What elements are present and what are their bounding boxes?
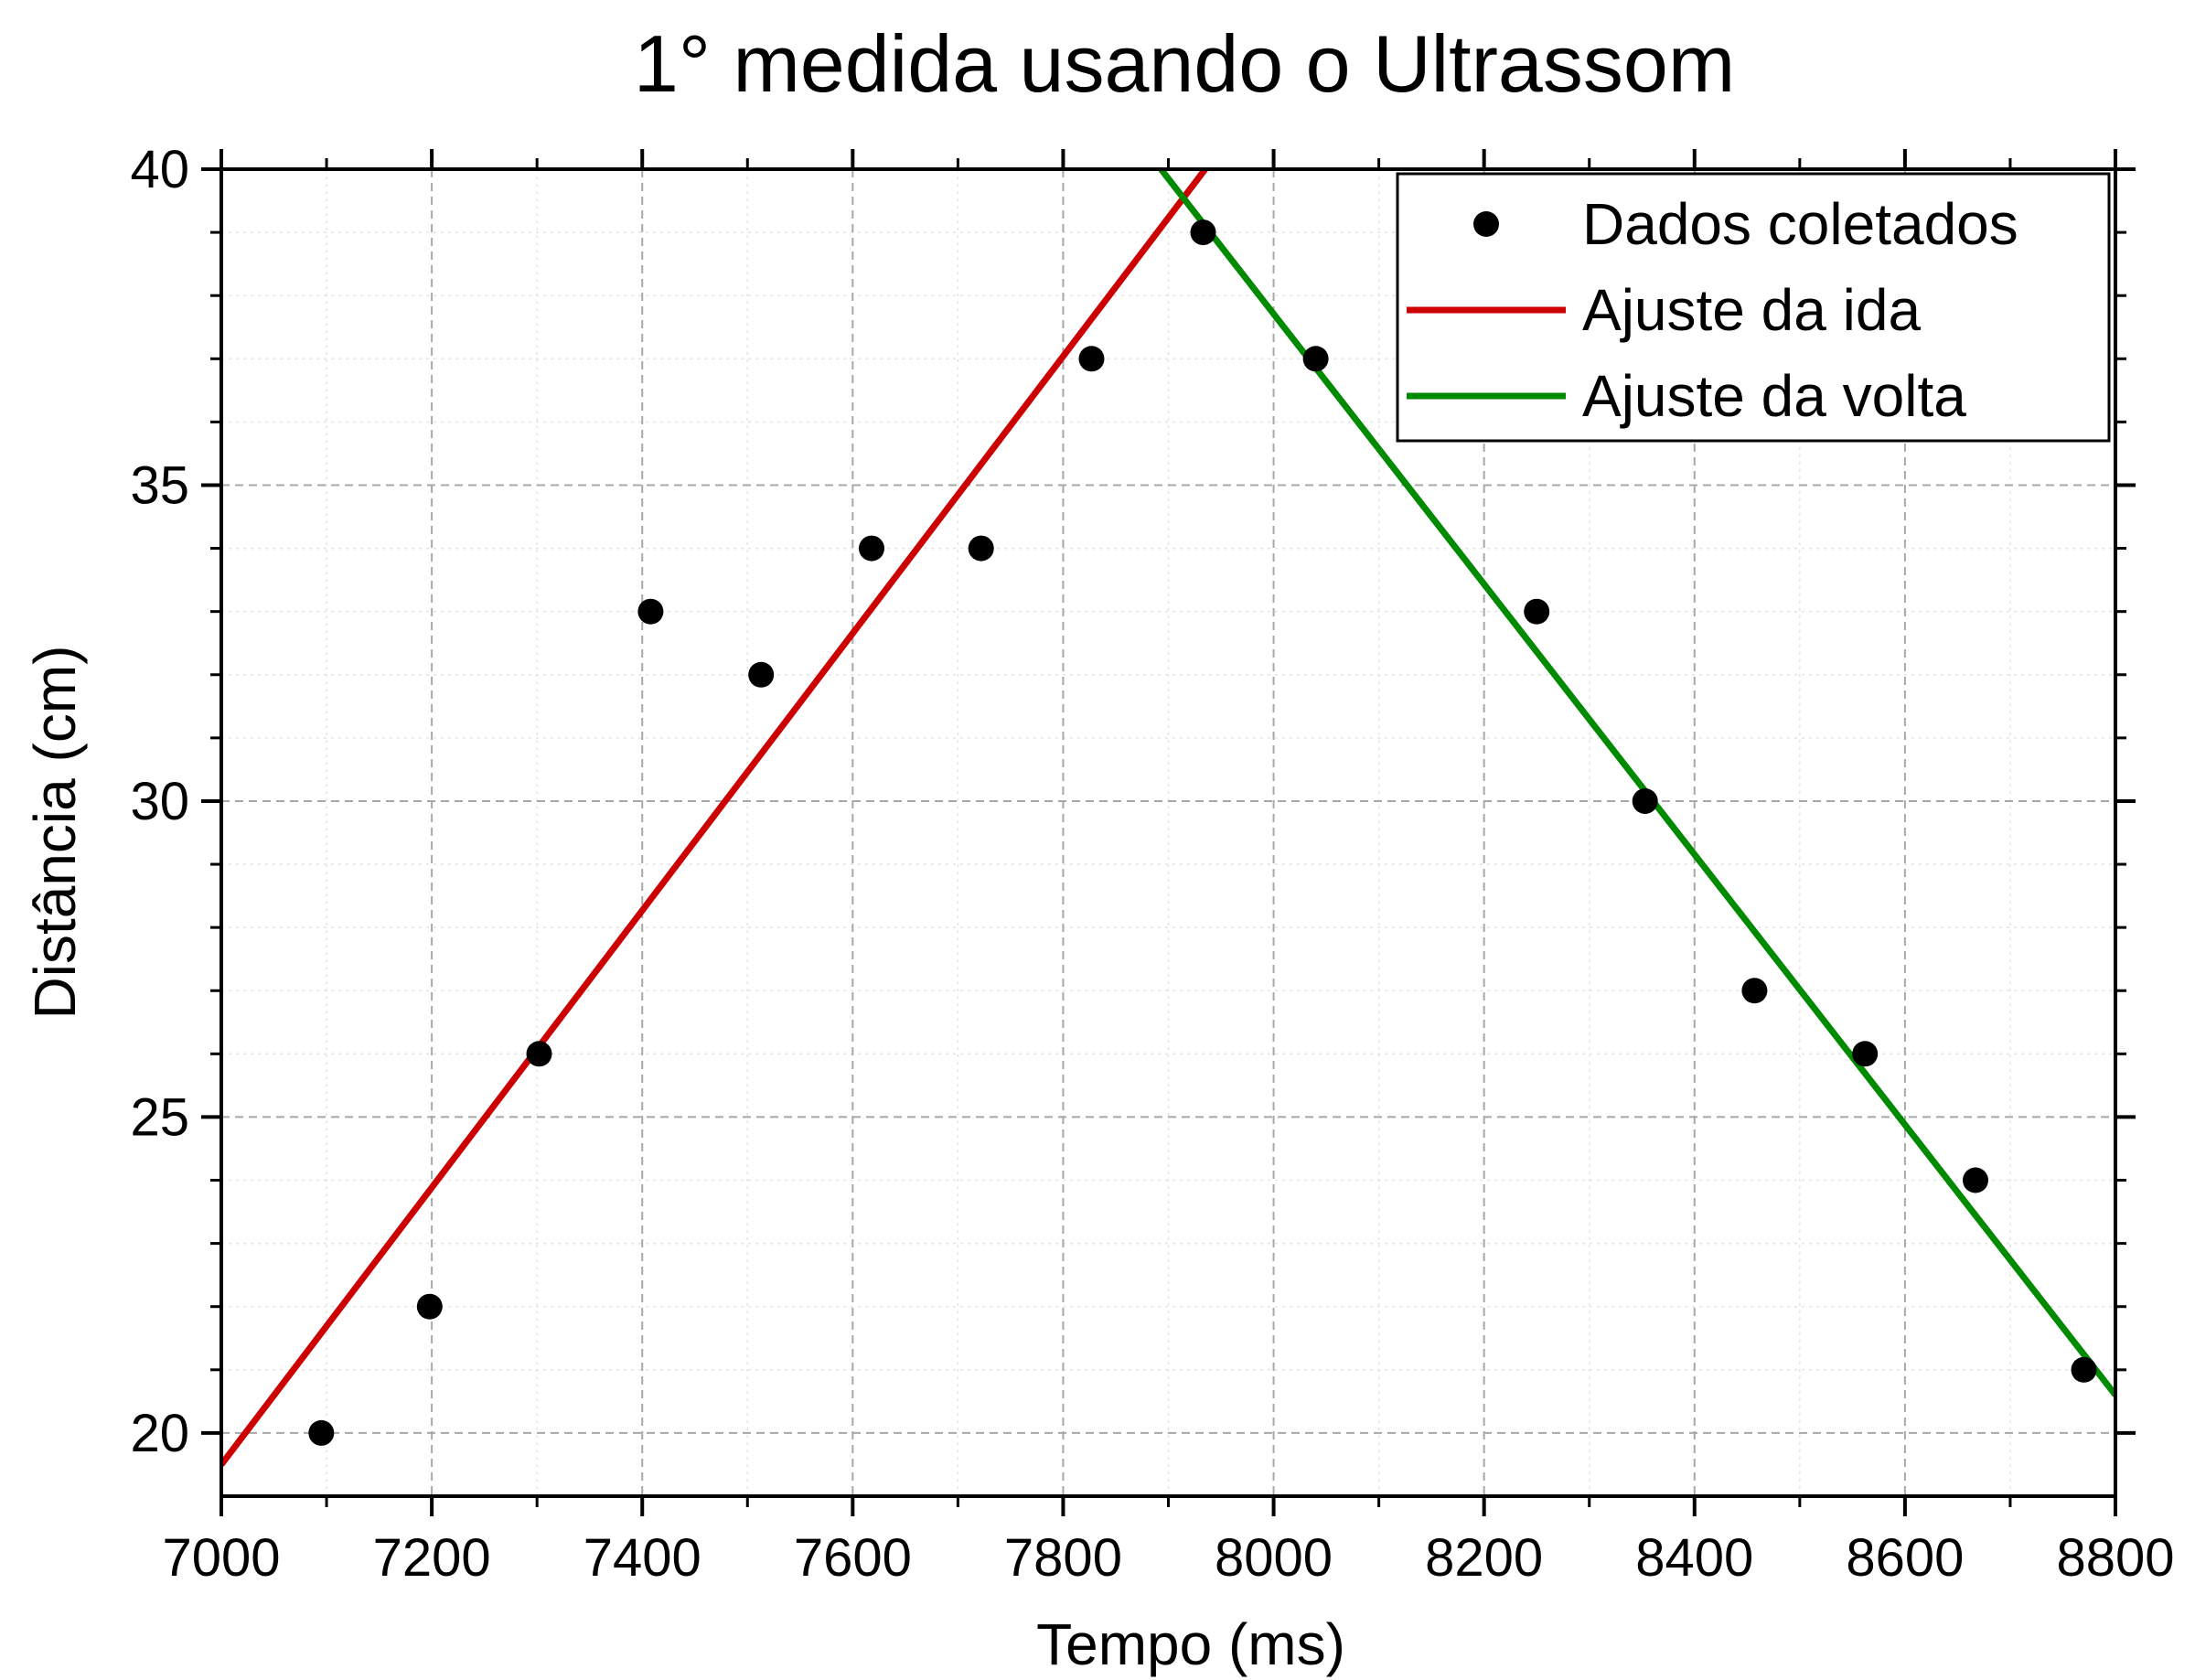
data-point <box>1078 346 1105 372</box>
tick-labels: 7000 7200 7400 7600 7800 8000 8200 8400 8600 8800… <box>130 140 2174 1588</box>
x-tick-label: 8400 <box>1635 1528 1753 1588</box>
x-tick-label: 7000 <box>162 1528 280 1588</box>
data-point <box>308 1419 335 1446</box>
y-tick-label: 20 <box>130 1404 189 1463</box>
data-point <box>1190 219 1216 246</box>
x-tick-label: 8200 <box>1425 1528 1543 1588</box>
legend-label-3: Ajuste da volta <box>1582 363 1966 429</box>
x-tick-label: 7800 <box>1004 1528 1122 1588</box>
data-point <box>748 661 775 688</box>
y-tick-label: 40 <box>130 140 189 199</box>
data-point <box>1632 788 1658 814</box>
x-tick-label: 8600 <box>1846 1528 1964 1588</box>
data-point <box>526 1041 552 1067</box>
y-tick-label: 30 <box>130 772 189 831</box>
data-point <box>1852 1041 1879 1067</box>
legend-label-1: Dados coletados <box>1582 191 2018 257</box>
data-point <box>968 535 994 562</box>
y-axis-label: Distância (cm) <box>22 646 88 1020</box>
y-tick-label: 35 <box>130 455 189 515</box>
legend-marker-1 <box>1473 211 1499 237</box>
data-point <box>1302 346 1329 372</box>
axes <box>201 149 2136 1516</box>
legend: Dados coletados Ajuste da ida Ajuste da vo… <box>1396 172 2111 443</box>
data-point <box>2071 1356 2097 1383</box>
grid <box>221 169 2115 1496</box>
fit-line-1 <box>221 167 1208 1467</box>
x-tick-label: 8800 <box>2056 1528 2174 1588</box>
fit-line-2 <box>1158 167 2115 1397</box>
legend-label-2: Ajuste da ida <box>1582 277 1921 343</box>
data-point <box>859 535 884 562</box>
x-tick-label: 7200 <box>373 1528 491 1588</box>
data-point <box>637 598 664 625</box>
fit-lines <box>221 167 2115 1467</box>
x-axis-label: Tempo (ms) <box>1036 1611 1345 1677</box>
chart-title: 1° medida usando o Ultrassom <box>634 18 1735 109</box>
x-tick-label: 7400 <box>584 1528 701 1588</box>
data-point <box>1963 1167 1988 1193</box>
data-point <box>416 1293 443 1320</box>
data-points <box>308 219 2097 1446</box>
y-tick-label: 25 <box>130 1087 189 1147</box>
x-tick-label: 8000 <box>1215 1528 1333 1588</box>
data-point <box>1741 978 1768 1004</box>
x-tick-label: 7600 <box>794 1528 912 1588</box>
data-point <box>1524 598 1550 625</box>
